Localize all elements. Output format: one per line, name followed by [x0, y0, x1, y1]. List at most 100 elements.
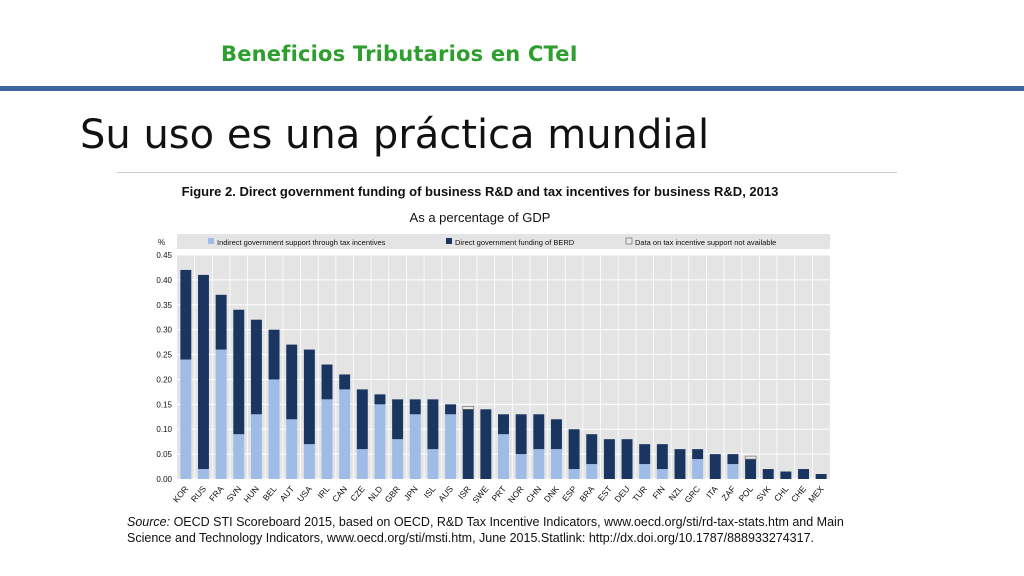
x-tick-label: AUS [436, 484, 455, 504]
bar-segment [445, 414, 457, 479]
y-axis-unit: % [158, 238, 165, 247]
x-tick-label: BRA [577, 484, 596, 504]
bar-segment [727, 464, 739, 479]
source-label: Source: [127, 515, 171, 529]
bar-segment [568, 469, 580, 479]
x-tick-label: NZL [667, 484, 685, 503]
bar-segment [374, 404, 386, 479]
bar-segment [321, 399, 333, 479]
bar-segment [515, 454, 527, 479]
x-tick-label: PRT [490, 484, 508, 503]
x-tick-label: KOR [171, 484, 191, 505]
bar-segment [656, 469, 668, 479]
bar-segment [745, 459, 757, 479]
x-tick-label: HUN [241, 484, 261, 505]
bar-segment [233, 434, 245, 479]
x-tick-label: CHE [789, 484, 808, 504]
bar-segment [462, 406, 474, 410]
bar-segment [356, 389, 368, 450]
legend-label: Direct government funding of BERD [455, 238, 575, 247]
figure-top-rule [117, 172, 897, 173]
x-tick-label: GBR [383, 484, 403, 505]
x-tick-label: ZAF [719, 484, 737, 503]
x-tick-label: ESP [560, 484, 579, 504]
stacked-bar-chart: Figure 2. Direct government funding of b… [156, 184, 830, 505]
bar-segment [550, 419, 562, 450]
legend-swatch [208, 238, 214, 244]
x-tick-label: USA [295, 484, 314, 504]
bar-segment [744, 455, 757, 460]
bar-segment [639, 464, 651, 479]
bar-segment [356, 449, 368, 479]
legend-label: Data on tax incentive support not availa… [635, 238, 776, 247]
x-tick-label: SVN [224, 484, 243, 504]
bar-segment [374, 394, 386, 405]
legend-swatch [446, 238, 452, 244]
source-text-1: OECD STI Scoreboard 2015, based on OECD,… [170, 515, 844, 529]
bar-segment [656, 444, 668, 470]
bar-segment [709, 454, 721, 479]
bar-segment [427, 399, 439, 450]
bar-segment [198, 469, 209, 479]
y-tick-label: 0.40 [156, 276, 172, 285]
y-tick-label: 0.35 [156, 301, 172, 310]
x-tick-label: NOR [506, 484, 526, 505]
x-tick-label: FIN [650, 484, 666, 501]
bar-segment [339, 374, 351, 390]
bar-segment [603, 439, 615, 479]
bar-segment [639, 444, 651, 465]
bar-segment [498, 434, 509, 479]
x-tick-label: CHN [524, 484, 544, 505]
bar-segment [215, 349, 227, 479]
x-tick-label: MEX [806, 484, 826, 505]
bar-segment [392, 399, 404, 440]
bar-segment [409, 414, 421, 479]
source-line-1: Source: OECD STI Scoreboard 2015, based … [127, 515, 844, 529]
bar-segment [692, 449, 704, 460]
y-tick-label: 0.00 [156, 475, 172, 484]
bar-segment [621, 439, 633, 479]
bar-segment [215, 294, 227, 350]
x-tick-label: DEU [612, 484, 631, 504]
bar-segment [180, 359, 192, 479]
bar-segment [533, 414, 545, 450]
legend-background [177, 234, 830, 249]
bar-segment [815, 474, 827, 479]
legend-swatch [625, 237, 633, 245]
x-tick-label: BEL [261, 484, 279, 503]
x-tick-label: RUS [189, 484, 208, 504]
bar-segment [409, 399, 421, 415]
x-tick-label: ITA [704, 484, 720, 500]
y-tick-label: 0.30 [156, 326, 172, 335]
bar-segment [321, 364, 333, 400]
y-tick-label: 0.05 [156, 450, 172, 459]
bar-segment [339, 389, 351, 479]
bar-segment [250, 414, 262, 479]
chart-subtitle: As a percentage of GDP [410, 210, 551, 225]
x-tick-label: AUT [278, 484, 297, 503]
bar-segment [586, 464, 598, 479]
y-tick-label: 0.20 [156, 375, 172, 384]
bar-segment [780, 471, 792, 479]
x-tick-label: CAN [330, 484, 349, 504]
bar-segment [480, 409, 492, 479]
legend-label: Indirect government support through tax … [217, 238, 386, 247]
bar-segment [198, 274, 209, 470]
x-tick-label: CHL [772, 484, 791, 504]
bar-segment [303, 444, 315, 479]
source-line-2: Science and Technology Indicators, www.o… [127, 531, 815, 545]
bar-segment [550, 449, 562, 479]
slide-header: Beneficios Tributarios en CTeI [221, 42, 578, 66]
bar-segment [515, 414, 527, 455]
bar-segment [286, 419, 298, 479]
bar-segment [286, 344, 298, 420]
y-tick-label: 0.15 [156, 400, 172, 409]
x-tick-label: DNK [542, 484, 561, 504]
x-tick-label: EST [596, 484, 614, 503]
chart-title: Figure 2. Direct government funding of b… [182, 184, 779, 199]
x-tick-label: NLD [366, 484, 385, 503]
x-tick-label: POL [737, 484, 756, 504]
bar-segment [233, 309, 245, 435]
slide-title: Su uso es una práctica mundial [80, 112, 710, 158]
bar-segment [692, 459, 704, 479]
